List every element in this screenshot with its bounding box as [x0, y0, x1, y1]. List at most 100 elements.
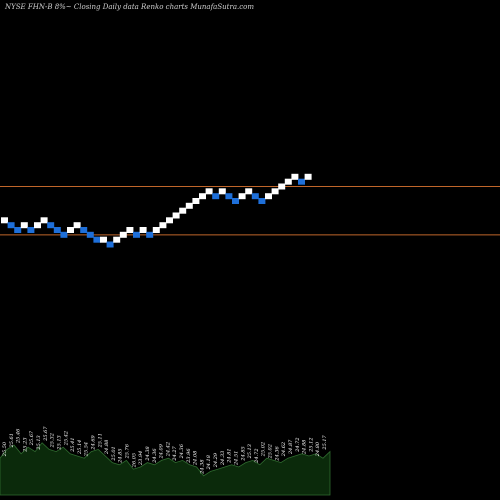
up-brick [1, 217, 8, 224]
price-label: 25.02 [268, 444, 274, 459]
price-label: 24.88 [302, 440, 308, 455]
up-brick [40, 217, 48, 224]
reference-lines [0, 186, 500, 236]
price-label: 24.80 [315, 441, 321, 457]
up-brick [73, 222, 81, 229]
up-brick [179, 207, 187, 214]
down-brick [133, 231, 140, 238]
up-brick [265, 193, 272, 200]
up-brick [278, 183, 286, 190]
up-brick [20, 222, 28, 229]
price-label: 25.12 [308, 437, 314, 452]
price-label: 24.33 [220, 451, 226, 466]
price-label: 24.69 [91, 434, 97, 450]
price-label: 24.42 [165, 442, 171, 457]
renko-bricks [1, 173, 312, 248]
down-brick [93, 236, 101, 243]
up-brick [238, 193, 246, 200]
price-label: 25.17 [322, 434, 328, 450]
up-brick [304, 173, 312, 180]
price-label: 24.27 [172, 445, 178, 461]
price-label: 24.72 [295, 437, 301, 452]
price-label: 25.01 [111, 446, 117, 461]
price-label: 25.13 [56, 435, 62, 450]
price-label: 25.11 [97, 433, 103, 448]
down-brick [86, 231, 94, 238]
price-label: 24.08 [193, 451, 199, 466]
price-label: 24.36 [274, 445, 280, 461]
price-label: 23.96 [186, 448, 192, 464]
price-label: 25.61 [9, 433, 15, 448]
up-brick [100, 236, 107, 243]
down-brick [60, 231, 68, 238]
down-brick [53, 227, 61, 233]
down-brick [298, 178, 305, 185]
price-label: 25.76 [125, 443, 131, 459]
price-label: 24.87 [288, 439, 294, 455]
up-brick [113, 236, 121, 243]
down-brick [7, 222, 15, 229]
price-label: 25.23 [22, 437, 28, 452]
up-brick [34, 222, 41, 229]
price-label: 25.46 [16, 428, 22, 444]
up-brick [291, 173, 299, 180]
up-brick [119, 231, 127, 238]
price-label: 26.05 [131, 453, 137, 468]
price-label: 25.02 [261, 442, 267, 457]
up-brick [159, 222, 167, 229]
up-brick [192, 198, 200, 204]
down-brick [258, 198, 266, 204]
down-brick [106, 241, 114, 248]
up-brick [166, 217, 173, 224]
price-label: 24.36 [152, 448, 158, 464]
price-label: 24.51 [233, 451, 239, 466]
price-label: 25.13 [36, 435, 42, 450]
up-brick [245, 188, 253, 195]
price-label: 25.32 [50, 433, 56, 448]
up-brick [284, 178, 292, 185]
price-label: 24.85 [240, 446, 246, 461]
down-brick [225, 193, 233, 200]
volume-panel [0, 442, 331, 496]
up-brick [218, 188, 226, 195]
price-label: 25.67 [43, 426, 49, 442]
price-label: 24.62 [281, 442, 287, 457]
down-brick [251, 193, 259, 200]
up-brick [271, 188, 279, 195]
price-label: 24.38 [145, 446, 151, 461]
price-label: 24.72 [254, 448, 260, 463]
price-label: 25.14 [77, 440, 83, 455]
up-brick [126, 227, 134, 233]
down-brick [27, 227, 35, 233]
price-label: 24.09 [159, 443, 165, 459]
price-label: 24.88 [104, 440, 110, 455]
up-brick [152, 227, 160, 233]
down-brick [47, 222, 55, 229]
volume-area [0, 442, 331, 496]
price-label: 25.41 [70, 437, 76, 452]
down-brick [212, 193, 220, 200]
down-brick [146, 231, 154, 238]
down-brick [14, 227, 22, 233]
price-label: 24.81 [227, 448, 233, 463]
down-brick [80, 227, 88, 233]
price-label: 25.50 [2, 441, 8, 457]
up-brick [185, 202, 193, 209]
price-label: 25.13 [247, 444, 253, 459]
price-label: 25.67 [29, 430, 35, 446]
price-label: 24.18 [206, 455, 212, 470]
price-label: 24.29 [213, 452, 219, 468]
price-label: 24.36 [179, 443, 185, 459]
up-brick [172, 212, 180, 219]
up-brick [199, 193, 206, 200]
up-brick [205, 188, 213, 195]
price-label: 24.85 [118, 448, 124, 463]
chart-header: NYSE FHN-B 8%~ Closing Daily data Renko … [5, 3, 254, 11]
price-label: 24.38 [199, 459, 205, 474]
down-brick [232, 198, 239, 204]
price-label: 23.94 [138, 451, 144, 466]
up-brick [139, 227, 147, 233]
